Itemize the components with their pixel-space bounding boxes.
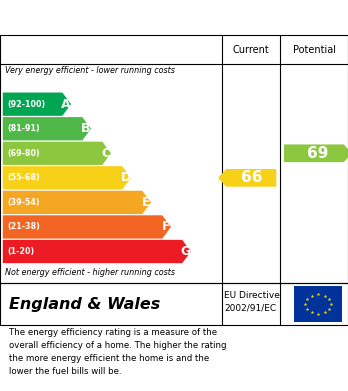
Text: D: D [121,171,131,184]
Polygon shape [3,142,111,165]
Bar [294,286,342,322]
Text: G: G [181,245,191,258]
Text: EU Directive
2002/91/EC: EU Directive 2002/91/EC [224,292,280,312]
Polygon shape [3,117,91,140]
Text: (69-80): (69-80) [7,149,40,158]
Text: B: B [81,122,90,135]
Text: (39-54): (39-54) [7,198,40,207]
Text: (55-68): (55-68) [7,173,40,182]
Text: A: A [61,98,71,111]
Polygon shape [3,215,171,239]
Text: E: E [142,196,150,209]
Text: 66: 66 [240,170,262,185]
Polygon shape [3,166,131,190]
Polygon shape [284,144,348,162]
Text: The energy efficiency rating is a measure of the
overall efficiency of a home. T: The energy efficiency rating is a measur… [9,328,226,376]
Text: Energy Efficiency Rating: Energy Efficiency Rating [9,10,219,25]
Polygon shape [3,191,151,214]
Text: (1-20): (1-20) [7,247,34,256]
Text: England & Wales: England & Wales [9,296,160,312]
Text: 69: 69 [307,146,329,161]
Text: Very energy efficient - lower running costs: Very energy efficient - lower running co… [5,66,175,75]
Text: C: C [101,147,110,160]
Text: Not energy efficient - higher running costs: Not energy efficient - higher running co… [5,268,175,277]
Polygon shape [218,169,276,187]
Text: (21-38): (21-38) [7,222,40,231]
Text: Potential: Potential [293,45,336,54]
Text: (81-91): (81-91) [7,124,40,133]
Text: Current: Current [233,45,270,54]
Text: (92-100): (92-100) [7,100,45,109]
Text: F: F [161,221,170,233]
Polygon shape [3,93,71,116]
Polygon shape [3,240,191,263]
